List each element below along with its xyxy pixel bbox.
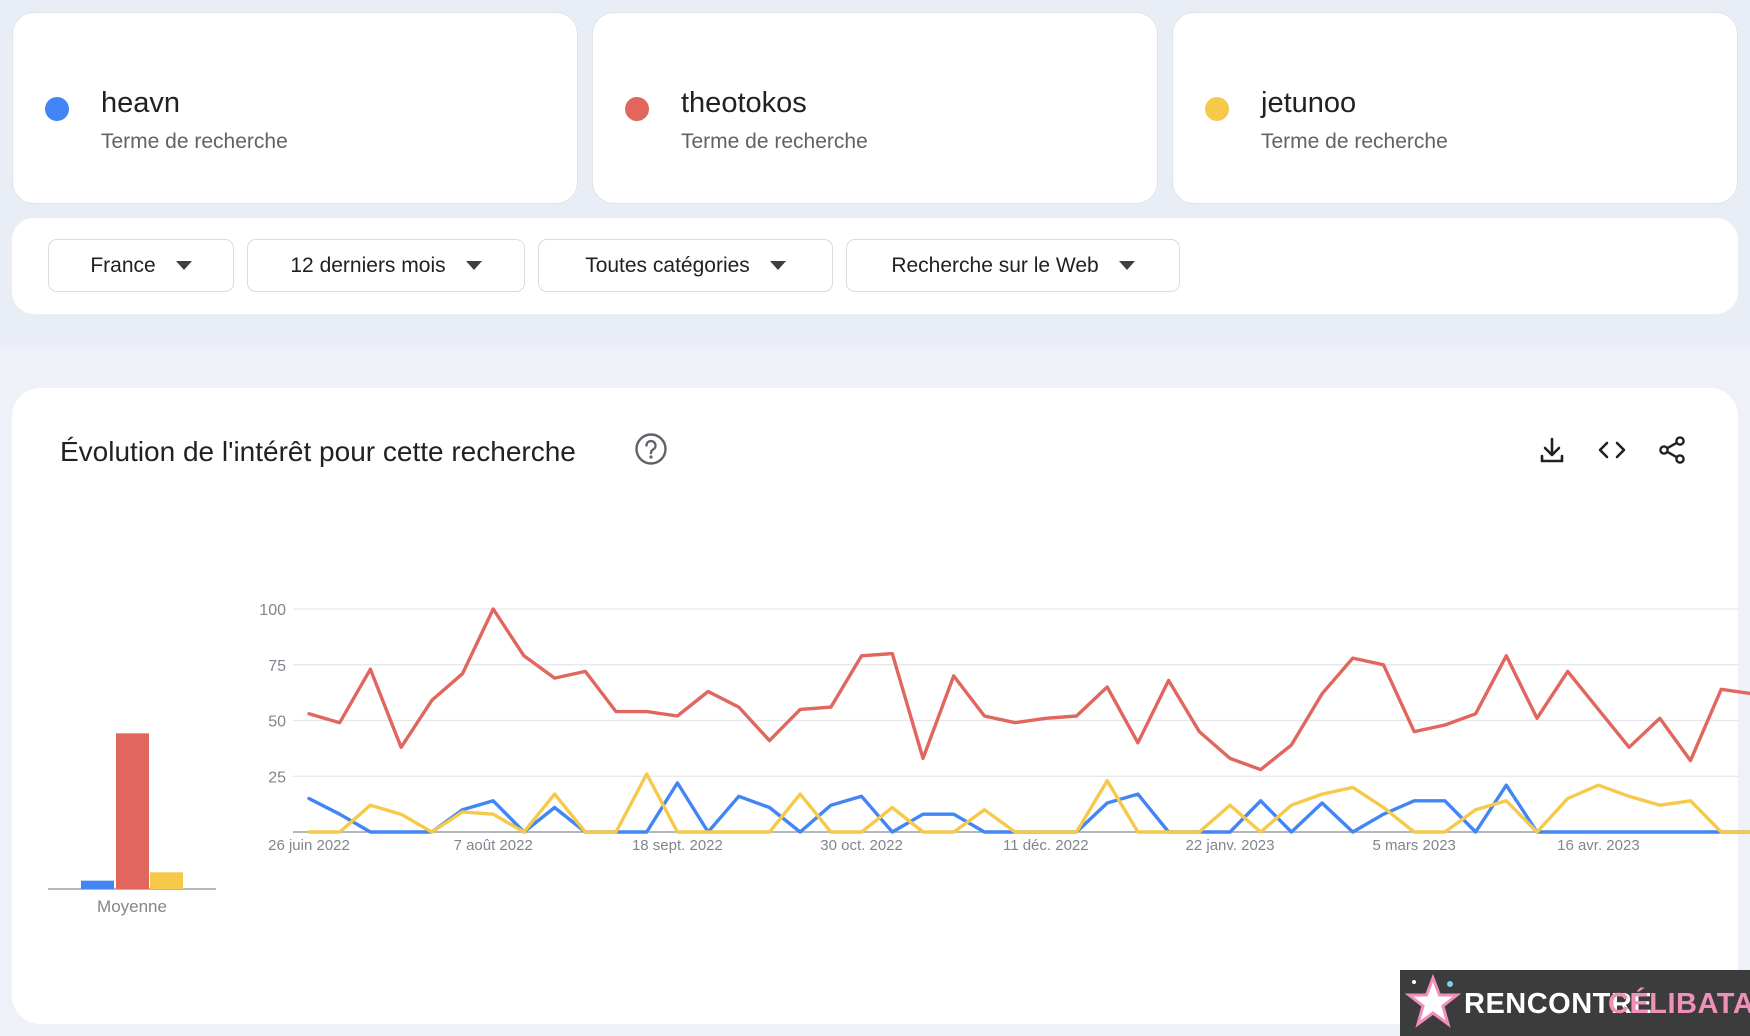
series-line-heavn bbox=[307, 781, 1750, 834]
series-line-theotokos bbox=[307, 607, 1750, 772]
region-filter-label: France bbox=[90, 253, 156, 277]
term-subtitle: Terme de recherche bbox=[681, 130, 868, 153]
series-line-jetunoo bbox=[307, 772, 1750, 834]
term-subtitle: Terme de recherche bbox=[1261, 130, 1448, 153]
y-tick-label: 75 bbox=[268, 658, 286, 675]
watermark-logo: RENCONTRE CÉLIBATAIRE bbox=[1400, 970, 1750, 1036]
period-filter-dropdown[interactable]: 12 derniers mois bbox=[247, 239, 525, 292]
series-color-dot bbox=[45, 97, 69, 121]
y-tick-label: 50 bbox=[268, 714, 286, 731]
x-tick-label: 18 sept. 2022 bbox=[632, 837, 723, 854]
embed-code-icon[interactable] bbox=[1596, 434, 1628, 466]
chart-title: Évolution de l'intérêt pour cette recher… bbox=[60, 436, 576, 467]
share-icon[interactable] bbox=[1656, 434, 1688, 466]
caret-down-icon bbox=[175, 261, 192, 270]
x-tick-label: 16 avr. 2023 bbox=[1557, 837, 1640, 854]
term-subtitle: Terme de recherche bbox=[101, 130, 288, 153]
average-bar-theotokos bbox=[116, 733, 149, 889]
interest-over-time-card: Évolution de l'intérêt pour cette recher… bbox=[12, 388, 1738, 1024]
caret-down-icon bbox=[769, 261, 786, 270]
help-circle-icon[interactable] bbox=[634, 432, 668, 466]
category-filter-label: Toutes catégories bbox=[585, 253, 750, 277]
y-tick-label: 100 bbox=[259, 602, 286, 619]
caret-down-icon bbox=[465, 261, 482, 270]
category-filter-dropdown[interactable]: Toutes catégories bbox=[538, 239, 833, 292]
term-name: theotokos bbox=[681, 87, 807, 119]
search-type-filter-dropdown[interactable]: Recherche sur le Web bbox=[846, 239, 1180, 292]
watermark-text-2: CÉLIBATAIRE bbox=[1608, 988, 1750, 1020]
region-filter-dropdown[interactable]: France bbox=[48, 239, 234, 292]
download-icon[interactable] bbox=[1536, 434, 1568, 466]
average-label: Moyenne bbox=[97, 897, 167, 916]
average-bar-heavn bbox=[81, 880, 114, 889]
term-card-jetunoo[interactable]: jetunoo Terme de recherche bbox=[1172, 12, 1738, 204]
filters-bar: France 12 derniers mois Toutes catégorie… bbox=[12, 218, 1738, 314]
series-color-dot bbox=[1205, 97, 1229, 121]
x-tick-label: 22 janv. 2023 bbox=[1186, 837, 1275, 854]
x-tick-label: 5 mars 2023 bbox=[1373, 837, 1456, 854]
term-card-heavn[interactable]: heavn Terme de recherche bbox=[12, 12, 578, 204]
watermark-text-1: RENCONTRE bbox=[1464, 988, 1653, 1020]
period-filter-label: 12 derniers mois bbox=[290, 253, 446, 277]
star-logo-icon bbox=[1404, 974, 1462, 1028]
y-tick-label: 25 bbox=[268, 769, 286, 786]
term-card-theotokos[interactable]: theotokos Terme de recherche bbox=[592, 12, 1158, 204]
term-name: jetunoo bbox=[1261, 87, 1357, 119]
search-type-filter-label: Recherche sur le Web bbox=[891, 253, 1099, 277]
x-tick-label: 7 août 2022 bbox=[454, 837, 533, 854]
x-tick-label: 26 juin 2022 bbox=[268, 837, 350, 854]
x-tick-label: 30 oct. 2022 bbox=[820, 837, 903, 854]
caret-down-icon bbox=[1118, 261, 1135, 270]
series-color-dot bbox=[625, 97, 649, 121]
x-tick-label: 11 déc. 2022 bbox=[1003, 837, 1089, 854]
term-name: heavn bbox=[101, 87, 181, 119]
average-bar-jetunoo bbox=[150, 872, 183, 889]
